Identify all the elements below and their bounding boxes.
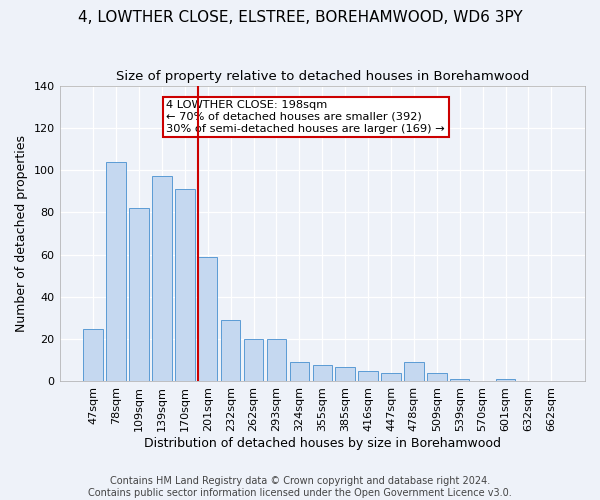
Bar (244, 339, 263, 382)
Bar (129, 208, 149, 382)
Bar (313, 364, 332, 382)
Y-axis label: Number of detached properties: Number of detached properties (15, 135, 28, 332)
Text: Contains HM Land Registry data © Crown copyright and database right 2024.
Contai: Contains HM Land Registry data © Crown c… (88, 476, 512, 498)
Bar (290, 362, 309, 382)
Bar (450, 380, 469, 382)
Bar (358, 371, 378, 382)
Bar (427, 373, 446, 382)
Bar (335, 366, 355, 382)
Bar (267, 339, 286, 382)
Text: 4, LOWTHER CLOSE, ELSTREE, BOREHAMWOOD, WD6 3PY: 4, LOWTHER CLOSE, ELSTREE, BOREHAMWOOD, … (77, 10, 523, 25)
Bar (106, 162, 126, 382)
Text: 4 LOWTHER CLOSE: 198sqm
← 70% of detached houses are smaller (392)
30% of semi-d: 4 LOWTHER CLOSE: 198sqm ← 70% of detache… (166, 100, 445, 134)
Bar (83, 328, 103, 382)
Bar (381, 373, 401, 382)
Bar (152, 176, 172, 382)
Bar (198, 257, 217, 382)
Bar (404, 362, 424, 382)
X-axis label: Distribution of detached houses by size in Borehamwood: Distribution of detached houses by size … (144, 437, 501, 450)
Bar (221, 320, 241, 382)
Bar (496, 380, 515, 382)
Bar (175, 189, 194, 382)
Title: Size of property relative to detached houses in Borehamwood: Size of property relative to detached ho… (116, 70, 529, 83)
